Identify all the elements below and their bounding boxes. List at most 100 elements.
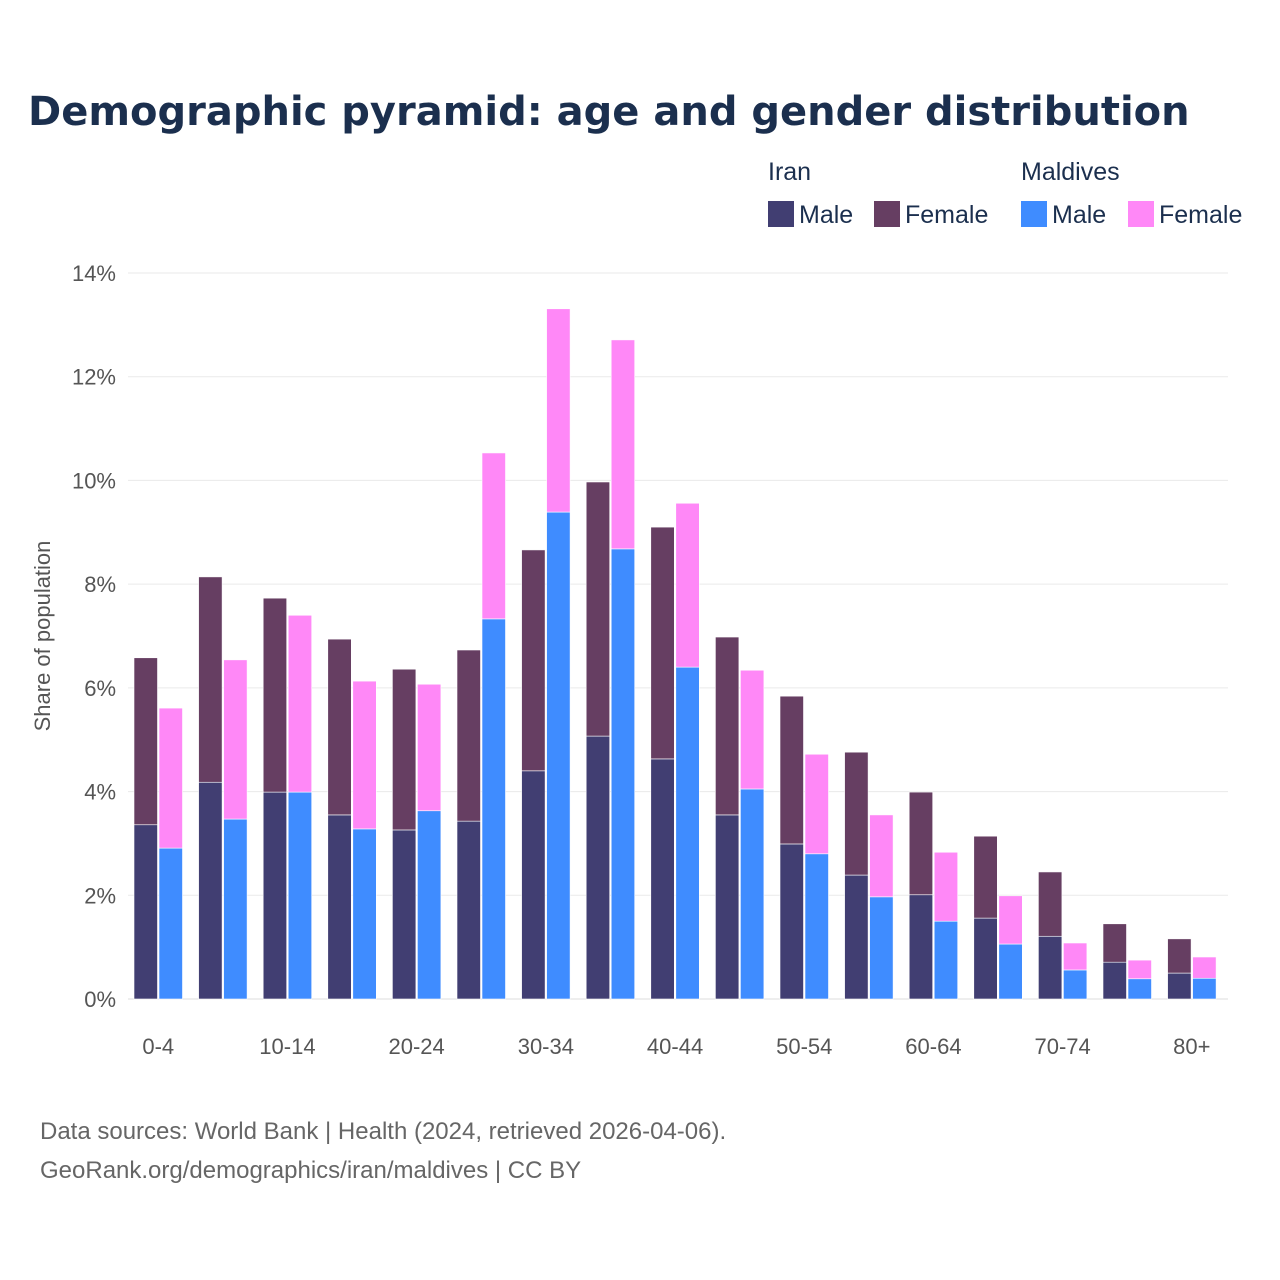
bar-iran-male-15-19	[327, 814, 352, 1000]
bar-maldives-female-0-4	[158, 707, 183, 849]
legend-label-iran-female: Female	[905, 201, 988, 229]
bar-iran-female-80+	[1167, 938, 1192, 974]
bar-maldives-male-40-44	[675, 666, 700, 1000]
bar-maldives-male-70-74	[1063, 969, 1088, 1000]
y-tick-label: 2%	[84, 883, 116, 908]
bar-maldives-female-70-74	[1063, 942, 1088, 971]
bar-iran-female-50-54	[779, 695, 804, 845]
legend-label-maldives-male: Male	[1052, 201, 1106, 229]
legend-group-maldives: Maldives	[1021, 158, 1120, 186]
bar-maldives-female-10-14	[287, 614, 313, 793]
bar-iran-female-5-9	[198, 576, 223, 783]
bar-iran-male-65-69	[973, 917, 998, 1000]
bar-maldives-male-5-9	[223, 818, 248, 1000]
y-tick-label: 10%	[72, 468, 116, 493]
bar-maldives-male-10-14	[287, 791, 313, 1000]
y-tick-label: 6%	[84, 676, 116, 701]
bars	[133, 308, 1217, 1000]
y-tick-label: 8%	[84, 572, 116, 597]
bar-maldives-female-35-39	[610, 339, 636, 550]
y-tick-label: 14%	[72, 261, 116, 286]
bar-iran-male-35-39	[585, 735, 611, 1000]
legend: Iran Maldives Male Female Male Female	[768, 158, 1242, 229]
bar-iran-female-75-79	[1102, 923, 1127, 963]
x-tick-label: 0-4	[142, 1034, 174, 1059]
y-axis: 0% 2% 4% 6% 8% 10% 12% 14%	[72, 261, 116, 1012]
bar-maldives-male-50-54	[804, 853, 829, 1000]
bar-maldives-female-55-59	[869, 814, 894, 898]
x-tick-label: 20-24	[389, 1034, 445, 1059]
bar-iran-female-10-14	[262, 597, 288, 793]
bar-iran-female-25-29	[456, 649, 481, 822]
bar-maldives-female-50-54	[804, 753, 829, 855]
bar-maldives-female-5-9	[223, 659, 248, 820]
bar-maldives-male-35-39	[610, 548, 636, 1000]
bar-iran-female-0-4	[133, 657, 158, 826]
source-line-1: Data sources: World Bank | Health (2024,…	[40, 1118, 726, 1145]
legend-group-iran: Iran	[768, 158, 811, 186]
bar-iran-male-80+	[1167, 972, 1192, 1000]
bar-iran-male-75-79	[1102, 961, 1127, 1000]
bar-iran-male-25-29	[456, 820, 481, 1000]
bar-maldives-female-30-34	[546, 308, 571, 513]
bar-iran-male-30-34	[521, 770, 546, 1000]
bar-iran-male-60-64	[908, 894, 934, 1000]
bar-iran-female-35-39	[585, 481, 611, 737]
bar-iran-female-60-64	[908, 791, 934, 896]
legend-swatch-maldives-male	[1021, 201, 1047, 227]
bar-iran-female-20-24	[392, 668, 417, 831]
y-tick-label: 4%	[84, 780, 116, 805]
legend-swatch-maldives-female	[1128, 201, 1154, 227]
x-tick-label: 50-54	[776, 1034, 832, 1059]
bar-maldives-male-80+	[1192, 977, 1217, 1000]
chart-title: Demographic pyramid: age and gender dist…	[28, 89, 1190, 135]
bar-maldives-male-60-64	[933, 920, 959, 1000]
bar-maldives-male-30-34	[546, 511, 571, 1000]
bar-iran-female-70-74	[1038, 871, 1063, 937]
legend-swatch-iran-female	[874, 201, 900, 227]
bar-iran-female-30-34	[521, 549, 546, 772]
x-axis: 0-4 10-14 20-24 30-34 40-44 50-54 60-64 70-74 80…	[142, 1034, 1210, 1059]
bar-iran-female-15-19	[327, 638, 352, 816]
bar-maldives-female-40-44	[675, 502, 700, 668]
bar-iran-male-55-59	[844, 874, 869, 1000]
bar-maldives-female-60-64	[933, 851, 959, 922]
bar-maldives-male-20-24	[417, 810, 442, 1000]
bar-maldives-female-65-69	[998, 895, 1023, 945]
bar-maldives-male-55-59	[869, 896, 894, 1000]
bar-iran-female-40-44	[650, 526, 675, 760]
bar-iran-male-45-49	[715, 814, 740, 1000]
x-tick-label: 10-14	[259, 1034, 315, 1059]
bar-maldives-male-25-29	[481, 618, 506, 1000]
bar-maldives-male-65-69	[998, 943, 1023, 1000]
bar-iran-male-70-74	[1038, 935, 1063, 1000]
bar-iran-female-55-59	[844, 751, 869, 876]
y-tick-label: 0%	[84, 987, 116, 1012]
x-tick-label: 70-74	[1035, 1034, 1091, 1059]
bar-iran-male-10-14	[262, 791, 288, 1000]
bar-iran-female-45-49	[715, 636, 740, 816]
bar-maldives-female-15-19	[352, 680, 377, 830]
bar-iran-male-0-4	[133, 824, 158, 1000]
bar-maldives-male-45-49	[740, 788, 765, 1000]
bar-maldives-female-75-79	[1127, 959, 1152, 980]
bar-maldives-male-15-19	[352, 828, 377, 1000]
bar-iran-male-5-9	[198, 781, 223, 1000]
source-line-2[interactable]: GeoRank.org/demographics/iran/maldives |…	[40, 1157, 581, 1184]
x-tick-label: 40-44	[647, 1034, 703, 1059]
y-tick-label: 12%	[72, 365, 116, 390]
bar-iran-male-40-44	[650, 758, 675, 1000]
bar-maldives-male-0-4	[158, 847, 183, 1000]
legend-label-iran-male: Male	[799, 201, 853, 229]
x-tick-label: 30-34	[518, 1034, 574, 1059]
bar-maldives-female-80+	[1192, 956, 1217, 979]
x-tick-label: 80+	[1173, 1034, 1210, 1059]
y-axis-label: Share of population	[30, 541, 55, 732]
legend-label-maldives-female: Female	[1159, 201, 1242, 229]
bar-maldives-female-20-24	[417, 683, 442, 812]
bar-iran-male-50-54	[779, 843, 804, 1000]
bar-maldives-female-25-29	[481, 452, 506, 620]
bar-maldives-male-75-79	[1127, 978, 1152, 1000]
x-tick-label: 60-64	[905, 1034, 961, 1059]
